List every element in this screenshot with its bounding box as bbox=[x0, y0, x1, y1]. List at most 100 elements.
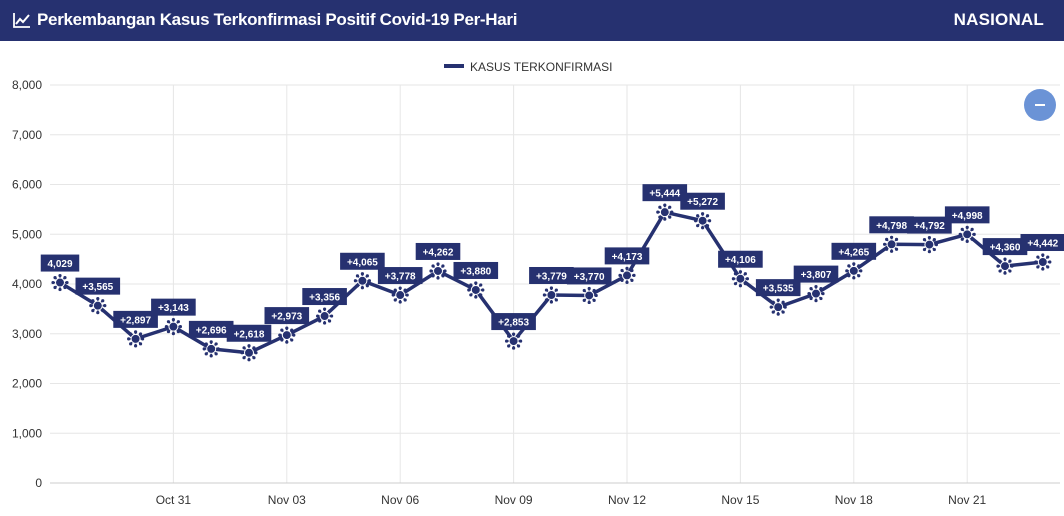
virus-spike-tip bbox=[252, 356, 256, 360]
virus-spike-tip bbox=[1010, 264, 1014, 268]
virus-spike-tip bbox=[58, 287, 62, 292]
virus-spike-tip bbox=[240, 351, 244, 355]
y-tick-label: 7,000 bbox=[12, 128, 42, 142]
data-label-box bbox=[113, 310, 158, 328]
data-point-marker bbox=[996, 257, 1014, 275]
virus-icon bbox=[811, 288, 821, 299]
virus-spike-tip bbox=[391, 293, 395, 297]
data-label-box bbox=[680, 192, 725, 210]
virus-spike-tip bbox=[101, 299, 105, 303]
virus-spike-tip bbox=[171, 332, 175, 336]
y-tick-label: 8,000 bbox=[12, 78, 42, 92]
virus-spike-tip bbox=[852, 262, 856, 266]
virus-spike-tip bbox=[138, 332, 143, 336]
virus-spike-tip bbox=[474, 281, 478, 285]
data-label-box bbox=[831, 242, 877, 260]
virus-spike-tip bbox=[393, 298, 397, 302]
data-label-box bbox=[793, 265, 839, 283]
virus-spike-tip bbox=[859, 269, 863, 273]
virus-spike-tip bbox=[504, 339, 509, 343]
data-label: +3,880 bbox=[460, 266, 491, 277]
virus-spike-tip bbox=[285, 326, 289, 330]
virus-spike-tip bbox=[696, 224, 700, 228]
virus-icon bbox=[659, 207, 670, 218]
virus-spike-tip bbox=[847, 274, 851, 278]
virus-spike-tip bbox=[436, 262, 440, 266]
virus-spike-tip bbox=[701, 226, 705, 230]
data-point-marker bbox=[769, 298, 787, 316]
data-point-marker bbox=[316, 307, 334, 325]
virus-spike-tip bbox=[285, 340, 289, 344]
virus-icon bbox=[697, 215, 708, 226]
virus-spike-tip bbox=[821, 292, 825, 296]
virus-spike-tip bbox=[431, 274, 435, 278]
virus-spike-tip bbox=[745, 277, 749, 281]
x-tick-label: Nov 21 bbox=[948, 493, 986, 507]
data-label: +3,565 bbox=[82, 282, 113, 293]
virus-spike-tip bbox=[783, 305, 787, 309]
virus-spike-tip bbox=[280, 328, 284, 332]
data-label: +3,779 bbox=[536, 271, 567, 282]
virus-spike-tip bbox=[922, 238, 927, 242]
data-point-marker bbox=[694, 212, 712, 230]
virus-spike-tip bbox=[885, 247, 889, 251]
data-point-marker bbox=[807, 285, 825, 303]
data-point-marker bbox=[353, 272, 371, 290]
data-label-box bbox=[755, 279, 801, 297]
y-tick-label: 5,000 bbox=[12, 227, 42, 241]
virus-spike-tip bbox=[290, 328, 294, 332]
virus-spike-tip bbox=[481, 288, 485, 292]
data-label-box bbox=[264, 307, 310, 325]
zoom-out-button[interactable] bbox=[1024, 89, 1056, 121]
virus-spike-tip bbox=[620, 278, 624, 282]
virus-spike-tip bbox=[360, 286, 364, 290]
virus-spike-tip bbox=[58, 273, 62, 278]
data-label-box bbox=[907, 216, 952, 234]
data-point-marker bbox=[467, 281, 485, 299]
data-label: +4,998 bbox=[952, 211, 983, 222]
data-label-box bbox=[944, 206, 990, 224]
virus-spike-tip bbox=[708, 219, 712, 223]
data-label-box bbox=[377, 267, 423, 285]
x-tick-label: Oct 31 bbox=[156, 493, 192, 507]
data-label: +3,143 bbox=[158, 303, 189, 314]
legend-label: KASUS TERKONFIRMASI bbox=[470, 60, 612, 74]
line-chart-icon bbox=[13, 13, 30, 28]
virus-spike-tip bbox=[204, 352, 208, 356]
virus-spike-tip bbox=[922, 247, 927, 252]
data-label: +4,442 bbox=[1027, 239, 1058, 250]
virus-spike-tip bbox=[970, 227, 974, 231]
y-tick-label: 6,000 bbox=[12, 178, 42, 192]
virus-spike-tip bbox=[216, 347, 220, 351]
virus-spike-tip bbox=[1036, 255, 1040, 259]
virus-spike-tip bbox=[63, 285, 67, 290]
virus-spike-tip bbox=[134, 344, 138, 348]
virus-spike-tip bbox=[355, 284, 360, 288]
virus-spike-tip bbox=[327, 309, 332, 313]
virus-spike-tip bbox=[932, 238, 936, 242]
virus-spike-tip bbox=[731, 277, 735, 281]
virus-icon bbox=[433, 265, 443, 276]
data-point-marker bbox=[618, 266, 636, 284]
y-tick-label: 2,000 bbox=[12, 377, 42, 391]
virus-spike-tip bbox=[436, 276, 440, 280]
virus-spike-tip bbox=[705, 224, 710, 228]
virus-icon bbox=[1000, 261, 1010, 272]
virus-spike-tip bbox=[738, 284, 742, 288]
virus-icon bbox=[584, 290, 595, 301]
virus-spike-tip bbox=[178, 325, 182, 329]
data-label: +4,262 bbox=[423, 247, 454, 258]
virus-spike-tip bbox=[630, 278, 634, 282]
legend-swatch bbox=[444, 64, 464, 68]
virus-spike-tip bbox=[587, 286, 591, 291]
virus-spike-tip bbox=[592, 298, 596, 302]
virus-spike-tip bbox=[733, 272, 738, 276]
virus-spike-tip bbox=[776, 298, 780, 302]
x-tick-label: Nov 12 bbox=[608, 493, 646, 507]
virus-spike-tip bbox=[927, 249, 931, 254]
virus-spike-tip bbox=[998, 259, 1002, 263]
data-label-box bbox=[642, 184, 688, 202]
virus-spike-tip bbox=[353, 279, 357, 283]
virus-spike-tip bbox=[507, 334, 511, 338]
virus-spike-tip bbox=[544, 288, 549, 292]
